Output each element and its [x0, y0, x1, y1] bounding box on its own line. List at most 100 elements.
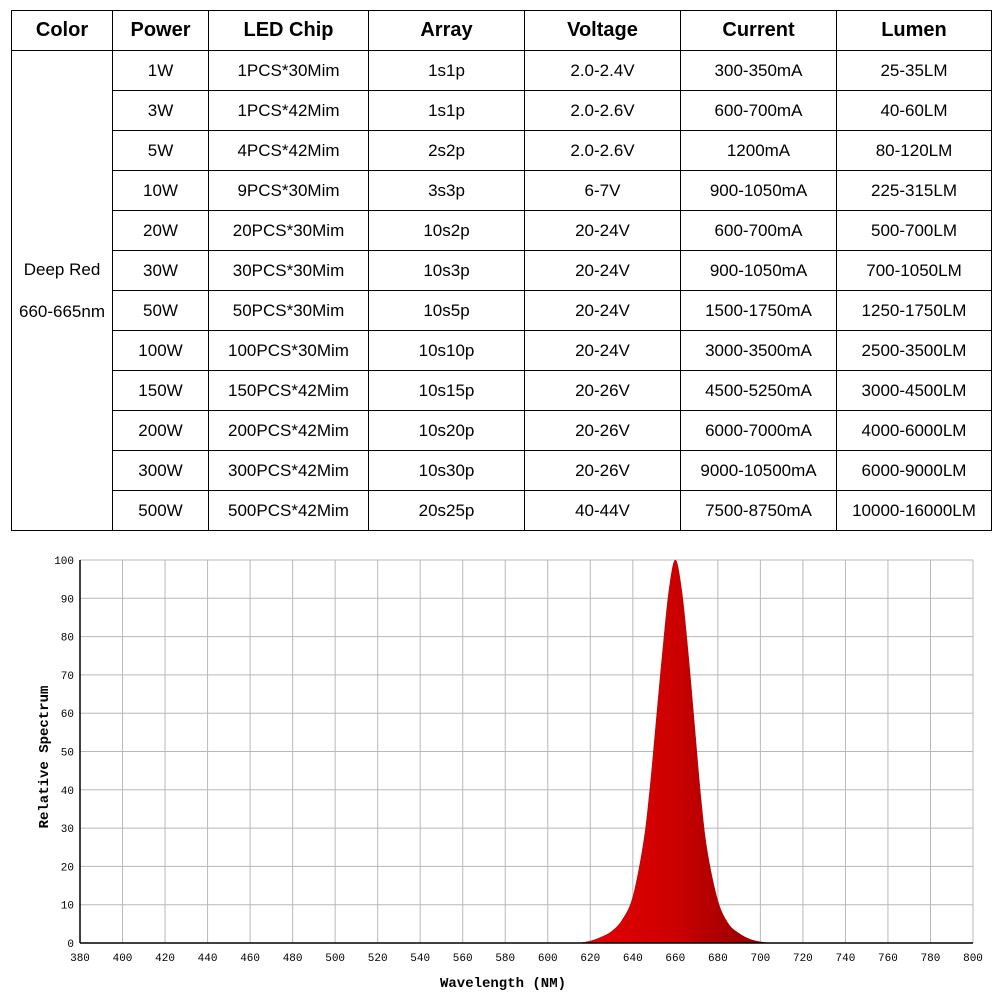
cell-array: 10s5p — [368, 290, 525, 331]
header-voltage: Voltage — [524, 10, 681, 51]
table-row: 100W 100PCS*30Mim 10s10p 20-24V 3000-3500mA 2… — [12, 330, 992, 371]
header-current: Current — [680, 10, 837, 51]
cell-current: 6000-7000mA — [680, 410, 837, 451]
header-color: Color — [11, 10, 113, 51]
cell-array: 10s30p — [368, 450, 525, 491]
y-tick-label: 80 — [61, 633, 74, 645]
cell-power: 3W — [112, 90, 209, 131]
cell-led-chip: 1PCS*30Mim — [208, 50, 369, 91]
cell-current: 3000-3500mA — [680, 330, 837, 371]
cell-led-chip: 50PCS*30Mim — [208, 290, 369, 331]
cell-lumen: 225-315LM — [836, 170, 992, 211]
cell-array: 2s2p — [368, 130, 525, 171]
cell-voltage: 2.0-2.6V — [524, 90, 681, 131]
cell-voltage: 20-24V — [524, 290, 681, 331]
cell-led-chip: 20PCS*30Mim — [208, 210, 369, 251]
color-wavelength: 660-665nm — [18, 301, 105, 321]
cell-array: 10s3p — [368, 250, 525, 291]
cell-array: 1s1p — [368, 50, 525, 91]
cell-led-chip: 500PCS*42Mim — [208, 490, 369, 531]
cell-power: 200W — [112, 410, 209, 451]
x-tick-label: 600 — [538, 953, 558, 965]
cell-lumen: 80-120LM — [836, 130, 992, 171]
spectrum-area — [579, 559, 772, 944]
cell-array: 10s2p — [368, 210, 525, 251]
x-tick-label: 800 — [963, 953, 983, 965]
cell-current: 4500-5250mA — [680, 370, 837, 411]
cell-lumen: 6000-9000LM — [836, 450, 992, 491]
table-header-row: Color Power LED Chip Array Voltage Curre… — [11, 10, 992, 51]
cell-lumen: 500-700LM — [836, 210, 992, 251]
x-tick-label: 760 — [878, 953, 898, 965]
x-tick-label: 420 — [155, 953, 175, 965]
cell-led-chip: 150PCS*42Mim — [208, 370, 369, 411]
cell-current: 9000-10500mA — [680, 450, 837, 491]
x-tick-label: 480 — [283, 953, 303, 965]
cell-current: 1200mA — [680, 130, 837, 171]
table-row: 50W 50PCS*30Mim 10s5p 20-24V 1500-1750mA 1250… — [12, 290, 992, 331]
cell-voltage: 20-24V — [524, 210, 681, 251]
cell-voltage: 40-44V — [524, 490, 681, 531]
color-name: Deep Red — [23, 259, 101, 279]
x-axis-label: Wavelength (NM) — [440, 976, 566, 992]
x-tick-label: 700 — [750, 953, 770, 965]
y-tick-label: 70 — [61, 671, 74, 683]
y-tick-label: 20 — [61, 862, 74, 874]
color-cell: Deep Red 660-665nm — [11, 50, 113, 531]
x-tick-label: 640 — [623, 953, 643, 965]
x-tick-label: 580 — [495, 953, 515, 965]
x-tick-label: 780 — [921, 953, 941, 965]
y-tick-label: 90 — [61, 594, 74, 606]
cell-led-chip: 100PCS*30Mim — [208, 330, 369, 371]
tick-labels: 380 400 420 440 460 480 500 520 540 560 580 600 620 6… — [54, 556, 983, 965]
x-tick-label: 720 — [793, 953, 813, 965]
table-row: 10W 9PCS*30Mim 3s3p 6-7V 900-1050mA 225-315LM — [12, 170, 992, 211]
x-tick-label: 740 — [836, 953, 856, 965]
table-row: 150W 150PCS*42Mim 10s15p 20-26V 4500-5250mA 3… — [12, 370, 992, 411]
x-tick-label: 620 — [580, 953, 600, 965]
cell-voltage: 20-26V — [524, 410, 681, 451]
table-row: 3W 1PCS*42Mim 1s1p 2.0-2.6V 600-700mA 40-60LM — [12, 90, 992, 131]
header-array: Array — [368, 10, 525, 51]
cell-led-chip: 30PCS*30Mim — [208, 250, 369, 291]
cell-power: 50W — [112, 290, 209, 331]
cell-current: 600-700mA — [680, 210, 837, 251]
x-tick-label: 440 — [198, 953, 218, 965]
spec-table: Color Power LED Chip Array Voltage Curre… — [11, 10, 992, 531]
cell-voltage: 2.0-2.4V — [524, 50, 681, 91]
cell-voltage: 2.0-2.6V — [524, 130, 681, 171]
cell-array: 10s10p — [368, 330, 525, 371]
cell-lumen: 10000-16000LM — [836, 490, 992, 531]
x-tick-label: 460 — [240, 953, 260, 965]
cell-array: 1s1p — [368, 90, 525, 131]
cell-current: 300-350mA — [680, 50, 837, 91]
cell-lumen: 25-35LM — [836, 50, 992, 91]
cell-voltage: 20-26V — [524, 370, 681, 411]
header-power: Power — [112, 10, 209, 51]
header-led-chip: LED Chip — [208, 10, 369, 51]
y-axis-label: Relative Spectrum — [37, 686, 53, 829]
cell-voltage: 20-24V — [524, 250, 681, 291]
cell-power: 30W — [112, 250, 209, 291]
cell-power: 20W — [112, 210, 209, 251]
cell-lumen: 700-1050LM — [836, 250, 992, 291]
y-tick-label: 10 — [61, 901, 74, 913]
x-tick-label: 380 — [70, 953, 90, 965]
cell-led-chip: 9PCS*30Mim — [208, 170, 369, 211]
cell-power: 100W — [112, 330, 209, 371]
cell-led-chip: 300PCS*42Mim — [208, 450, 369, 491]
cell-current: 900-1050mA — [680, 250, 837, 291]
x-tick-label: 500 — [325, 953, 345, 965]
cell-voltage: 6-7V — [524, 170, 681, 211]
y-tick-label: 30 — [61, 824, 74, 836]
x-tick-label: 540 — [410, 953, 430, 965]
spectrum-peak — [579, 559, 772, 944]
cell-array: 10s20p — [368, 410, 525, 451]
cell-lumen: 2500-3500LM — [836, 330, 992, 371]
cell-power: 300W — [112, 450, 209, 491]
y-tick-label: 0 — [67, 939, 74, 951]
cell-power: 1W — [112, 50, 209, 91]
cell-lumen: 3000-4500LM — [836, 370, 992, 411]
table-row: 30W 30PCS*30Mim 10s3p 20-24V 900-1050mA 700-1… — [12, 250, 992, 291]
table-row: 300W 300PCS*42Mim 10s30p 20-26V 9000-10500mA… — [12, 450, 992, 491]
